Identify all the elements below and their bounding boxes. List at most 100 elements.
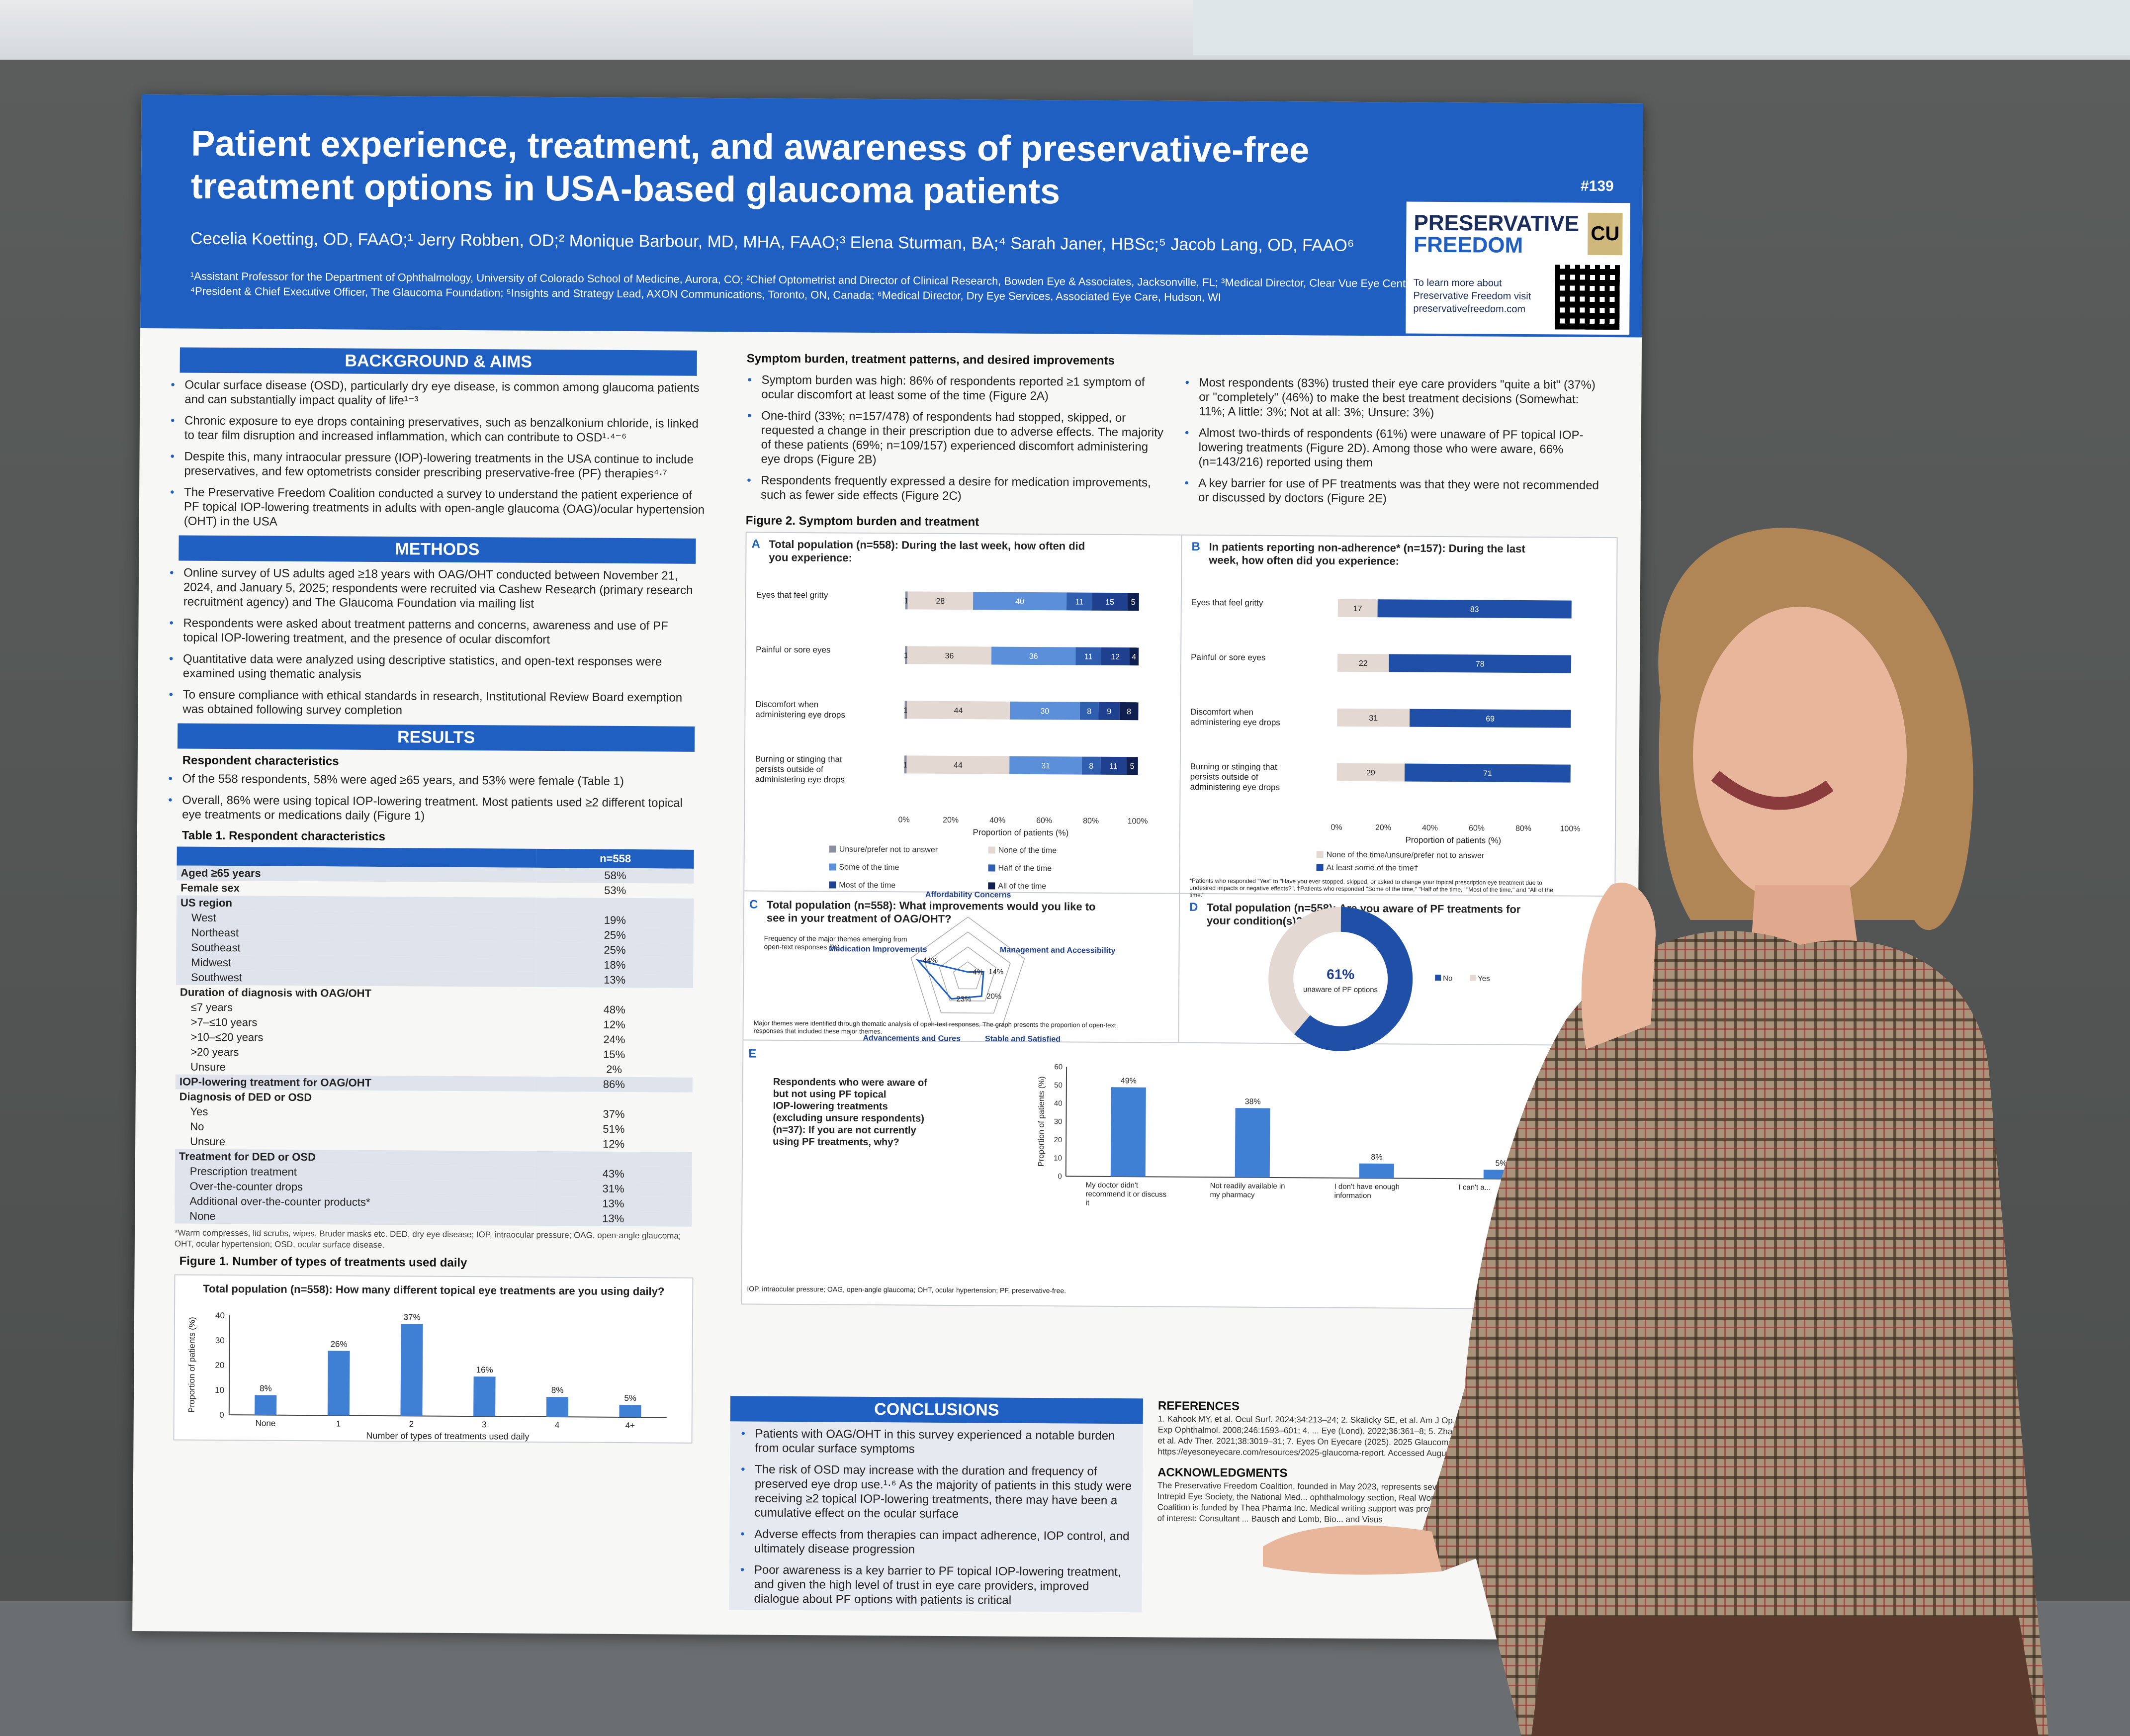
table-row-label: West <box>176 910 536 927</box>
panel-a-legend-label: Half of the time <box>998 864 1052 873</box>
panel-b-data-label: 22 <box>1359 659 1368 668</box>
table-row-label: Prescription treatment <box>175 1164 535 1181</box>
symptom-heading: Symptom burden, treatment patterns, and … <box>746 352 1115 367</box>
methods-heading: METHODS <box>178 535 696 564</box>
figure1-caption: Figure 1. Number of types of treatments … <box>179 1254 467 1270</box>
panel-a-data-label: 5 <box>1131 598 1136 607</box>
panel-a-data-label: 12 <box>1111 653 1120 661</box>
panel-a-data-label: 31 <box>1041 762 1050 770</box>
panel-b-data-label: 29 <box>1366 769 1375 777</box>
table-row-label: No <box>190 1120 204 1133</box>
acknowledgments-text: The Preservative Freedom Coalition, foun… <box>1157 1480 1617 1525</box>
panel-b-label: B <box>1191 540 1200 553</box>
figure1-x-tick-label: 1 <box>336 1419 341 1428</box>
panel-a-legend-label: None of the time <box>998 846 1057 855</box>
table-row-value: 12% <box>603 1018 625 1031</box>
methods-bullet: Online survey of US adults aged ≥18 year… <box>183 566 706 612</box>
panel-c-data-label: 20% <box>986 992 1001 1001</box>
panel-e-data-label: 8% <box>1371 1153 1382 1162</box>
panel-a-bar-segment <box>1066 592 1092 611</box>
research-poster: Patient experience, treatment, and aware… <box>132 94 1643 1641</box>
panel-a-legend-label: Some of the time <box>839 863 899 872</box>
panel-a-bar-segment <box>1100 756 1127 775</box>
panel-a-category-label: Eyes that feel gritty <box>756 590 828 600</box>
methods-bullet: To ensure compliance with ethical standa… <box>182 688 705 720</box>
panel-a-data-label: 15 <box>1105 598 1114 607</box>
panel-a-bar-segment <box>1098 702 1120 721</box>
table-row-label: None <box>175 1208 535 1226</box>
table-row-value: 2% <box>606 1063 622 1076</box>
table-row-label: Diagnosis of DED or OSD <box>179 1090 312 1104</box>
panel-b-data-label: 83 <box>1470 605 1479 614</box>
panel-c-radar-axis-label: Management and Accessibility <box>1000 946 1116 955</box>
panel-a-bar-segment <box>973 592 1067 611</box>
figure1-data-label: 8% <box>551 1385 564 1395</box>
figure1-x-tick-label: 4+ <box>625 1421 635 1430</box>
panel-b-bar-segment <box>1337 599 1378 618</box>
panel-e-y-tick-label: 40 <box>1054 1099 1063 1108</box>
panel-a-bar-segment <box>1079 702 1099 720</box>
panel-e-y-tick-label: 50 <box>1054 1081 1063 1090</box>
panel-b-category-label: Burning or stinging that persists outside… <box>1190 762 1280 792</box>
panel-b-x-tick-label: 20% <box>1375 823 1391 832</box>
panel-b-category-label: Painful or sore eyes <box>1191 652 1265 662</box>
panel-a-x-tick-label: 20% <box>943 816 959 824</box>
table-row-value: 51% <box>603 1122 625 1135</box>
symptom-bullet: A key barrier for use of PF treatments w… <box>1198 476 1601 507</box>
panel-b-footnote: *Patients who responded "Yes" to "Have y… <box>1189 877 1553 901</box>
figure1-data-label: 26% <box>331 1339 348 1349</box>
figure1-data-label: 5% <box>624 1393 636 1403</box>
symptom-bullets-left: Symptom burden was high: 86% of responde… <box>736 369 1174 511</box>
poster-affiliations: ¹Assistant Professor for the Department … <box>190 270 1499 304</box>
panel-b-bar-segment <box>1404 763 1571 783</box>
panel-b-bar-segment <box>1409 709 1571 728</box>
panel-e-bar <box>1483 1170 1518 1179</box>
symptom-bullet: Symptom burden was high: 86% of responde… <box>761 373 1164 404</box>
poster-header: Patient experience, treatment, and aware… <box>140 94 1643 338</box>
panel-c-data-label: 14% <box>988 968 1003 976</box>
panel-a-data-label: 11 <box>1075 598 1084 606</box>
background-heading: BACKGROUND & AIMS <box>179 347 697 376</box>
table-row-value: 58% <box>536 867 694 884</box>
cu-logo-icon: CU <box>1588 212 1623 256</box>
table-row-value: 13% <box>536 972 694 988</box>
panel-a-bar-segment <box>905 646 907 664</box>
panel-d-center-label: unaware of PF options <box>1303 985 1378 994</box>
panel-a-data-label: 36 <box>945 652 954 660</box>
figure1-y-axis-label: Proportion of patients (%) <box>187 1317 197 1413</box>
panel-a-data-label: 36 <box>1029 652 1038 661</box>
panel-a-title: Total population (n=558): During the las… <box>769 538 1085 565</box>
table-row-label: Aged ≥65 years <box>177 865 537 883</box>
panel-b-x-tick-label: 80% <box>1515 824 1531 833</box>
table-row-value: 86% <box>535 1076 693 1093</box>
table-row-label: Treatment for DED or OSD <box>175 1149 535 1166</box>
panel-b-x-tick-label: 0% <box>1331 823 1342 832</box>
panel-c-data-label: 44% <box>923 956 938 965</box>
figure1-x-tick-label: 4 <box>555 1420 560 1430</box>
panel-b-x-tick-label: 60% <box>1469 824 1485 832</box>
references-text: 1. Kahook MY, et al. Ocul Surf. 2024;34:… <box>1157 1414 1620 1460</box>
table-row-label: Yes <box>190 1105 208 1118</box>
panel-a-x-tick-label: 80% <box>1083 817 1099 825</box>
panel-e-x-tick-label: I don't have enough information <box>1334 1183 1400 1200</box>
table-row-label: US region <box>176 895 537 913</box>
panel-b-bar-segment <box>1377 599 1572 619</box>
panel-a-data-label: 44 <box>954 707 963 715</box>
poster-authors: Cecelia Koetting, OD, FAAO;¹ Jerry Robbe… <box>190 229 1354 255</box>
panel-c-title: Total population (n=558): What improveme… <box>767 899 1096 926</box>
panel-b-category-label: Eyes that feel gritty <box>1191 598 1263 608</box>
panel-c-radar-series <box>915 959 984 1000</box>
symptom-bullet: Almost two-thirds of respondents (61%) w… <box>1198 426 1601 471</box>
poster-title: Patient experience, treatment, and aware… <box>190 123 1310 212</box>
figure1-x-axis-label: Number of types of treatments used daily <box>366 1431 529 1442</box>
symptom-bullets-right: Most respondents (83%) trusted their eye… <box>1173 372 1612 514</box>
panel-a-bar-segment <box>1075 647 1102 665</box>
panel-a-bar-segment <box>991 646 1076 665</box>
panel-a-legend-swatch <box>988 846 995 854</box>
panel-a-bar-segment <box>907 591 974 610</box>
table-row-value: 25% <box>536 942 694 958</box>
panel-c-note: Frequency of the major themes emerging f… <box>764 934 907 952</box>
panel-a-legend-swatch <box>988 882 995 890</box>
table-row-label: Unsure <box>190 1135 226 1148</box>
figure1-y-tick-label: 0 <box>219 1410 224 1420</box>
